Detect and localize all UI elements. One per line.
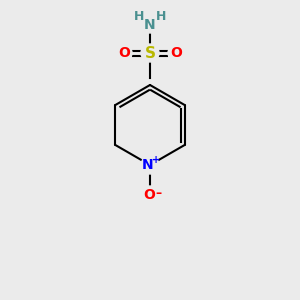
Circle shape [142, 17, 158, 33]
Text: N: N [144, 18, 156, 32]
Circle shape [116, 45, 132, 61]
Text: S: S [145, 46, 155, 61]
Circle shape [168, 45, 184, 61]
Text: –: – [155, 188, 161, 200]
Text: O: O [143, 188, 155, 202]
Text: +: + [152, 155, 160, 165]
Circle shape [141, 186, 159, 204]
Circle shape [141, 156, 159, 174]
Text: N: N [142, 158, 154, 172]
Circle shape [141, 44, 159, 62]
Text: O: O [118, 46, 130, 60]
Text: O: O [170, 46, 182, 60]
Text: H: H [156, 10, 166, 22]
Text: H: H [134, 10, 144, 22]
